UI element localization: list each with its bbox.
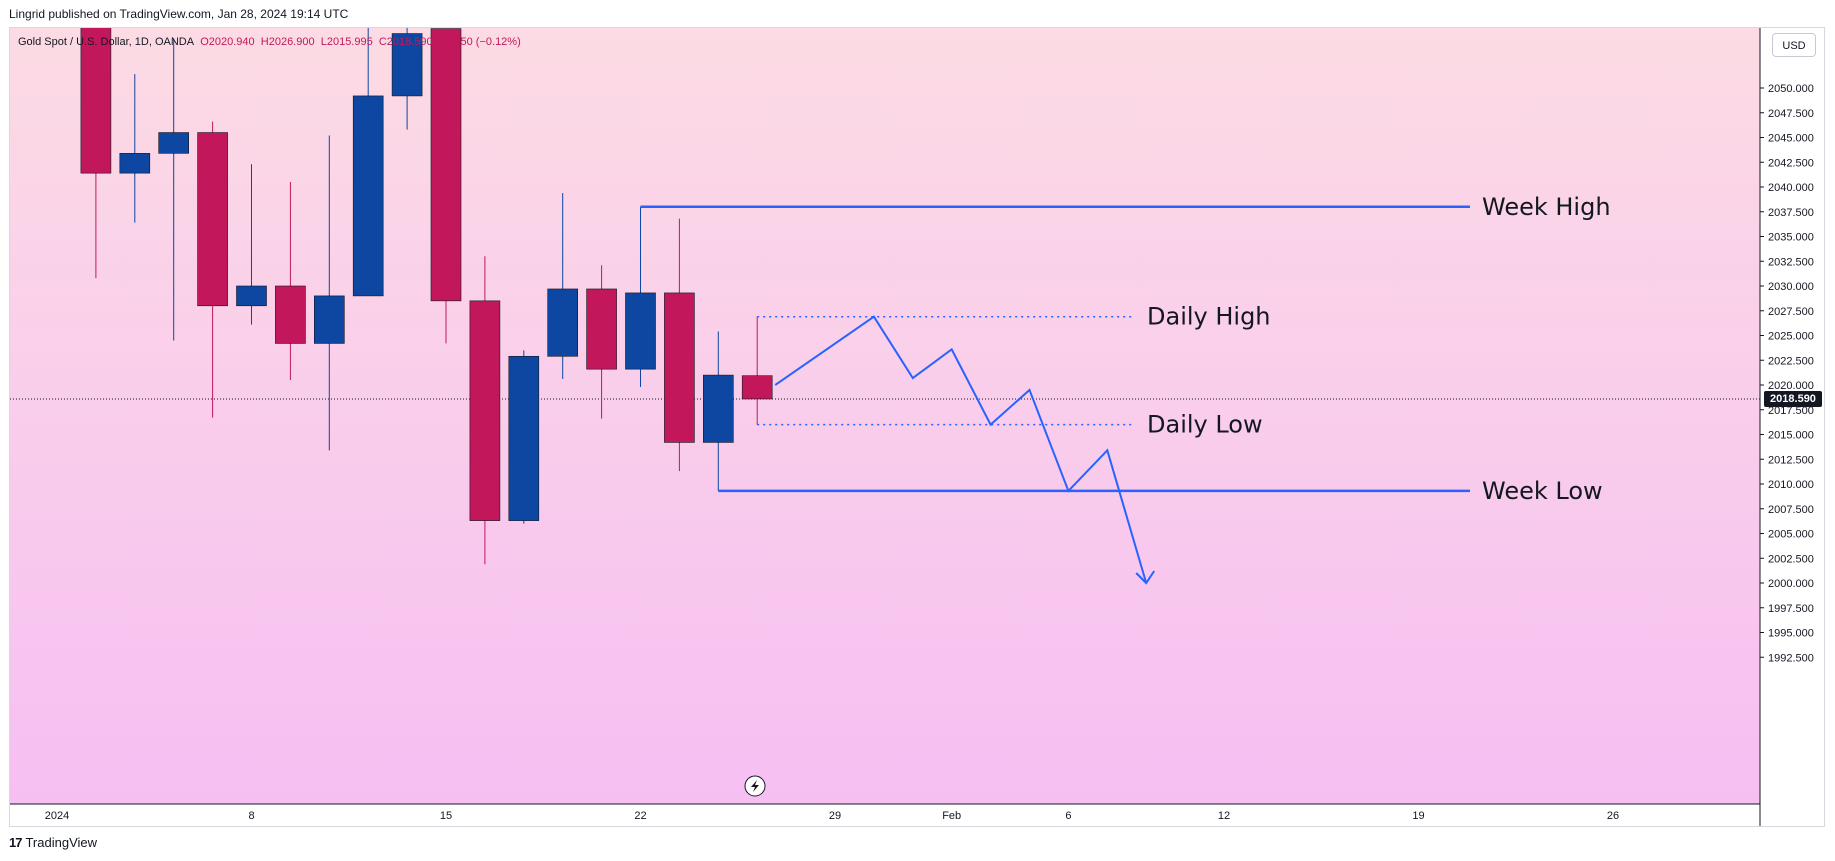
y-tick-label: 2000.000 — [1768, 578, 1814, 590]
tradingview-logo[interactable]: 17 TradingView — [9, 835, 97, 850]
y-tick-label: 2022.500 — [1768, 355, 1814, 367]
legend-change: −2.350 (−0.12%) — [438, 36, 521, 48]
legend-high: H2026.900 — [260, 36, 315, 48]
x-tick-label: 22 — [634, 810, 646, 822]
level-label: Daily High — [1147, 303, 1271, 331]
candle-body — [508, 355, 540, 521]
y-tick-label: 1997.500 — [1768, 603, 1814, 615]
candle-body — [275, 285, 306, 344]
candle-body — [586, 288, 617, 370]
level-label: Week Low — [1482, 477, 1603, 505]
projection-arrowhead — [1135, 570, 1156, 585]
time-scale — [10, 804, 1760, 826]
candle-body — [197, 132, 228, 307]
candle-body — [625, 292, 656, 370]
projection-path — [774, 315, 1148, 584]
candle-body — [352, 95, 384, 297]
publish-note: Lingrid published on TradingView.com, Ja… — [9, 7, 349, 21]
price-scale — [1760, 28, 1824, 826]
x-tick-label: 8 — [248, 810, 254, 822]
plot-background — [10, 28, 1760, 804]
x-tick-label: 26 — [1607, 810, 1619, 822]
y-tick-label: 2012.500 — [1768, 454, 1814, 466]
x-tick-label: 6 — [1065, 810, 1071, 822]
level-label: Daily Low — [1147, 411, 1263, 439]
x-tick-label: 19 — [1412, 810, 1424, 822]
y-tick-label: 2050.000 — [1768, 83, 1814, 95]
y-tick-label: 2032.500 — [1768, 256, 1814, 268]
y-tick-label: 2040.000 — [1768, 182, 1814, 194]
tradingview-logo-icon: 17 — [9, 835, 23, 850]
legend-symbol: Gold Spot / U.S. Dollar, 1D, OANDA — [18, 36, 195, 48]
chart-panel[interactable]: 2050.000 2047.500 2045.000 2042.500 2040.000… — [9, 27, 1825, 827]
y-tick-label: 2002.500 — [1768, 553, 1814, 565]
y-tick-label: 2017.500 — [1768, 405, 1814, 417]
candle-body — [80, 28, 112, 174]
candle-body — [391, 33, 423, 97]
tradingview-brand: TradingView — [25, 835, 98, 850]
y-tick-label: 2027.500 — [1768, 306, 1814, 318]
y-tick-label: 2025.000 — [1768, 331, 1814, 343]
legend-close: C2018.590 — [378, 36, 433, 48]
x-tick-label: 2024 — [45, 810, 69, 822]
price-chart[interactable]: 2050.000 2047.500 2045.000 2042.500 2040.000… — [10, 28, 1824, 826]
x-tick-label: Feb — [942, 810, 961, 822]
y-tick-label: 2045.000 — [1768, 133, 1814, 145]
legend-open: O2020.940 — [200, 36, 255, 48]
currency-selector[interactable]: USD — [1772, 33, 1816, 57]
candle-body — [741, 375, 773, 400]
y-tick-label: 2037.500 — [1768, 207, 1814, 219]
candle-body — [702, 374, 734, 443]
candle-body — [547, 288, 579, 357]
x-tick-label: 29 — [829, 810, 841, 822]
candle-body — [236, 285, 267, 307]
candle-body — [430, 28, 462, 302]
y-tick-label: 2010.000 — [1768, 479, 1814, 491]
level-label: Week High — [1482, 193, 1611, 221]
symbol-legend: Gold Spot / U.S. Dollar, 1D, OANDA O2020… — [18, 36, 521, 48]
x-tick-label: 15 — [440, 810, 452, 822]
candle-body — [158, 132, 189, 154]
y-tick-label: 2047.500 — [1768, 108, 1814, 120]
legend-low: L2015.995 — [320, 36, 373, 48]
y-tick-label: 1992.500 — [1768, 652, 1814, 664]
y-tick-label: 2042.500 — [1768, 157, 1814, 169]
last-price-tag: 2018.590 — [1764, 390, 1822, 407]
y-tick-label: 2015.000 — [1768, 430, 1814, 442]
candle-body — [664, 292, 695, 443]
y-tick-label: 2020.000 — [1768, 380, 1814, 392]
y-tick-label: 1995.000 — [1768, 628, 1814, 640]
y-tick-label: 2030.000 — [1768, 281, 1814, 293]
candle-body — [469, 300, 501, 521]
candle-body — [119, 153, 151, 174]
x-tick-label: 12 — [1218, 810, 1230, 822]
y-tick-label: 2007.500 — [1768, 504, 1814, 516]
lightning-bolt — [751, 780, 759, 792]
y-tick-label: 2035.000 — [1768, 232, 1814, 244]
candle-body — [313, 295, 345, 344]
y-tick-label: 2005.000 — [1768, 529, 1814, 541]
